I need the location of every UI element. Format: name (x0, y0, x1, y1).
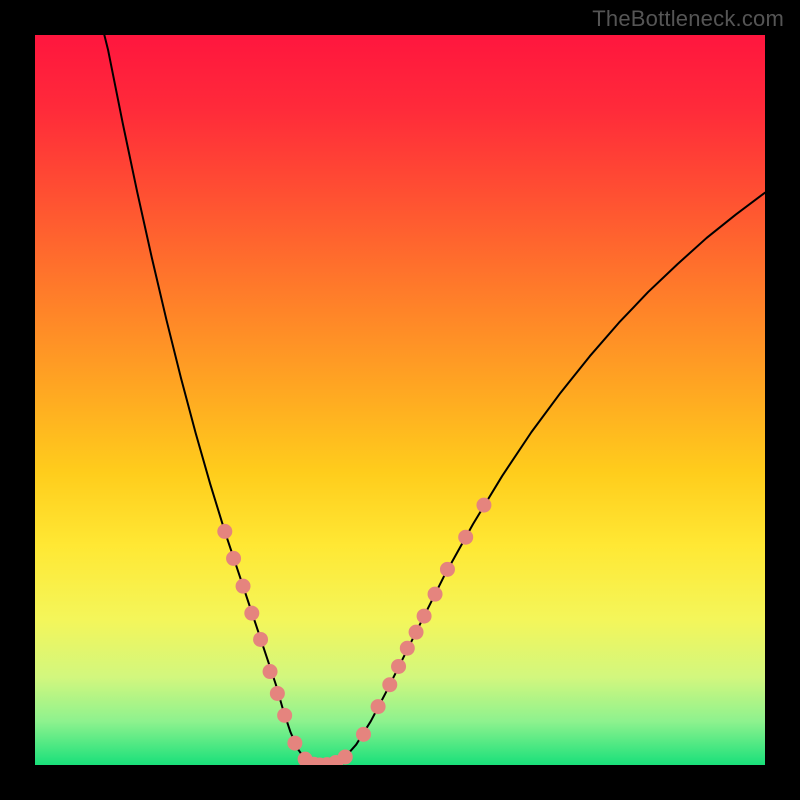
watermark-text: TheBottleneck.com (592, 6, 784, 32)
frame-mask (765, 0, 800, 800)
frame-mask (0, 765, 800, 800)
frame-mask (0, 0, 35, 800)
plot-gradient (35, 35, 765, 765)
chart-stage: TheBottleneck.com (0, 0, 800, 800)
